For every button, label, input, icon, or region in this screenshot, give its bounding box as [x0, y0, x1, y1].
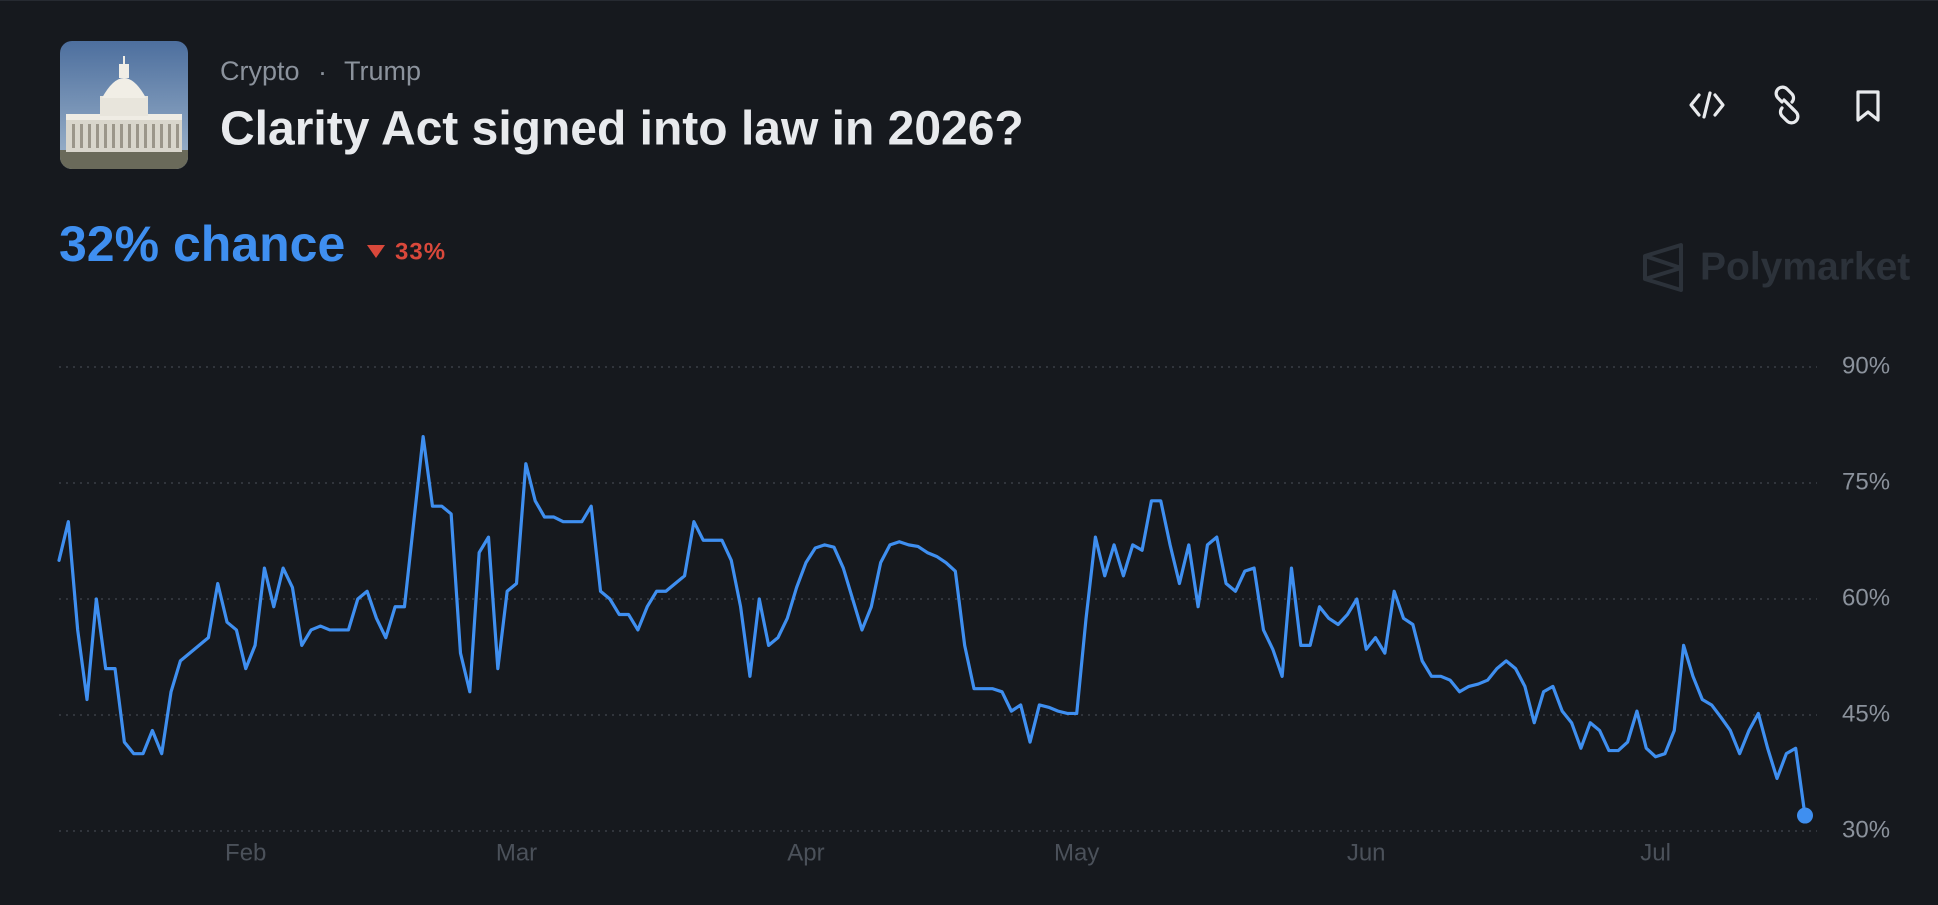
- market-title: Clarity Act signed into law in 2026?: [220, 103, 1024, 156]
- x-tick-label: Apr: [787, 839, 824, 866]
- y-tick-label: 75%: [1842, 468, 1890, 495]
- bookmark-button[interactable]: [1856, 90, 1880, 122]
- y-tick-label: 30%: [1842, 816, 1890, 843]
- x-tick-label: Jun: [1347, 839, 1386, 866]
- current-point: [1797, 807, 1813, 824]
- x-tick-label: May: [1054, 839, 1099, 866]
- current-chance: 32% chance: [59, 216, 345, 272]
- brand-name: Polymarket: [1700, 245, 1910, 288]
- change-value: 33%: [395, 238, 446, 265]
- separator: ·: [318, 57, 327, 87]
- y-tick-label: 90%: [1842, 352, 1890, 379]
- top-border: [0, 0, 1938, 1]
- change-down-arrow: [367, 245, 385, 258]
- y-tick-label: 45%: [1842, 700, 1890, 727]
- tag[interactable]: Trump: [344, 56, 421, 86]
- brand-watermark: Polymarket: [1643, 243, 1910, 292]
- price-line: [57, 435, 1807, 818]
- y-tick-label: 60%: [1842, 584, 1890, 611]
- x-tick-label: Feb: [225, 839, 266, 866]
- embed-button[interactable]: [1689, 91, 1725, 119]
- market-thumbnail[interactable]: [60, 41, 188, 169]
- copy-link-button[interactable]: [1774, 85, 1800, 125]
- category[interactable]: Crypto: [220, 56, 300, 86]
- x-tick-label: Mar: [496, 839, 537, 866]
- x-tick-label: Jul: [1640, 839, 1671, 866]
